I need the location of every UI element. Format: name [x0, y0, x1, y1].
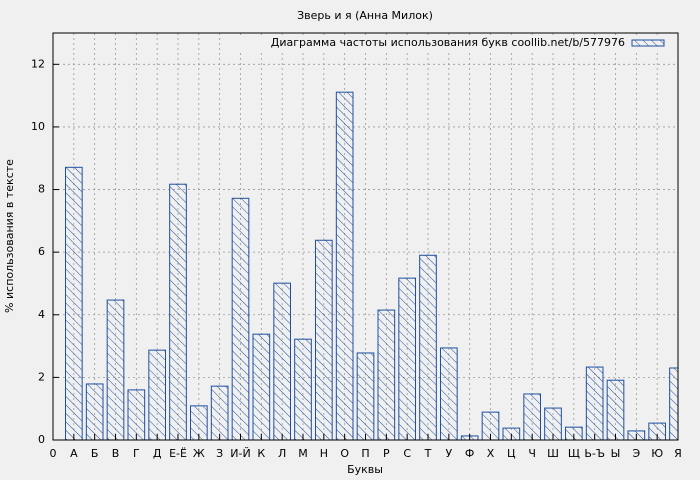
y-axis-label: % использования в тексте: [3, 159, 16, 313]
x-tick-label: Ч: [528, 447, 536, 460]
y-tick-label: 0: [38, 433, 45, 446]
x-tick-label: Ы: [611, 447, 621, 460]
bar: [440, 347, 458, 440]
x-tick-label: Е-Ё: [169, 447, 187, 460]
x-tick-label: Ю: [651, 447, 663, 460]
x-tick-label: И-Й: [230, 447, 250, 460]
x-tick-label: 0: [50, 447, 57, 460]
x-tick-label: Б: [91, 447, 99, 460]
y-tick-label: 4: [38, 308, 45, 321]
x-tick-label: К: [257, 447, 265, 460]
legend-label: Диаграмма частоты использования букв coo…: [271, 36, 625, 49]
bar: [565, 426, 583, 440]
bar: [273, 282, 292, 440]
x-tick-label: Т: [424, 447, 432, 460]
bar: [65, 166, 83, 440]
bar: [315, 239, 333, 440]
bar: [169, 183, 187, 440]
bar: [585, 366, 604, 440]
x-tick-label: Р: [383, 447, 390, 460]
legend-background: [240, 36, 672, 50]
x-axis-label: Буквы: [347, 463, 383, 476]
bar: [210, 385, 229, 440]
x-tick-label: У: [445, 447, 452, 460]
bar: [523, 393, 541, 440]
x-tick-label: Х: [487, 447, 495, 460]
x-tick-label: С: [403, 447, 411, 460]
x-tick-label: Ш: [547, 447, 559, 460]
bar: [335, 91, 354, 440]
bar: [294, 338, 312, 440]
bar: [85, 383, 104, 440]
chart-title: Зверь и я (Анна Милок): [297, 9, 433, 22]
y-tick-label: 10: [31, 120, 45, 133]
x-tick-label: Щ: [568, 447, 580, 460]
x-tick-label: Ь-Ъ: [584, 447, 605, 460]
x-tick-label: Н: [320, 447, 328, 460]
x-tick-label: Ф: [465, 447, 474, 460]
y-tick-label: 6: [38, 245, 45, 258]
legend-swatch: [631, 39, 665, 47]
bar: [544, 407, 562, 440]
x-tick-label: Ц: [507, 447, 516, 460]
bar: [606, 379, 625, 440]
x-tick-label: П: [361, 447, 369, 460]
x-tick-label: М: [298, 447, 308, 460]
x-tick-label: Л: [278, 447, 286, 460]
bar: [419, 254, 437, 440]
y-tick-label: 8: [38, 183, 45, 196]
bar: [231, 197, 250, 440]
x-tick-label: Д: [153, 447, 162, 460]
x-tick-label: Я: [674, 447, 682, 460]
bars: [65, 91, 678, 440]
y-tick-label: 12: [31, 57, 45, 70]
bar: [148, 349, 166, 440]
bar: [127, 389, 146, 440]
x-tick-label: З: [216, 447, 223, 460]
bar: [106, 299, 125, 440]
bar: [252, 333, 271, 440]
bar: [669, 367, 678, 440]
bar: [398, 277, 417, 440]
bar: [356, 352, 375, 440]
bar: [377, 309, 396, 440]
plot-frame: [52, 32, 679, 441]
x-tick-label: Г: [133, 447, 140, 460]
y-tick-label: 2: [38, 370, 45, 383]
x-tick-label: А: [70, 447, 78, 460]
legend: Диаграмма частоты использования букв coo…: [240, 36, 672, 50]
x-tick-label: В: [112, 447, 120, 460]
x-tick-label: О: [340, 447, 349, 460]
x-tick-label: Ж: [193, 447, 205, 460]
x-tick-label: Э: [632, 447, 640, 460]
